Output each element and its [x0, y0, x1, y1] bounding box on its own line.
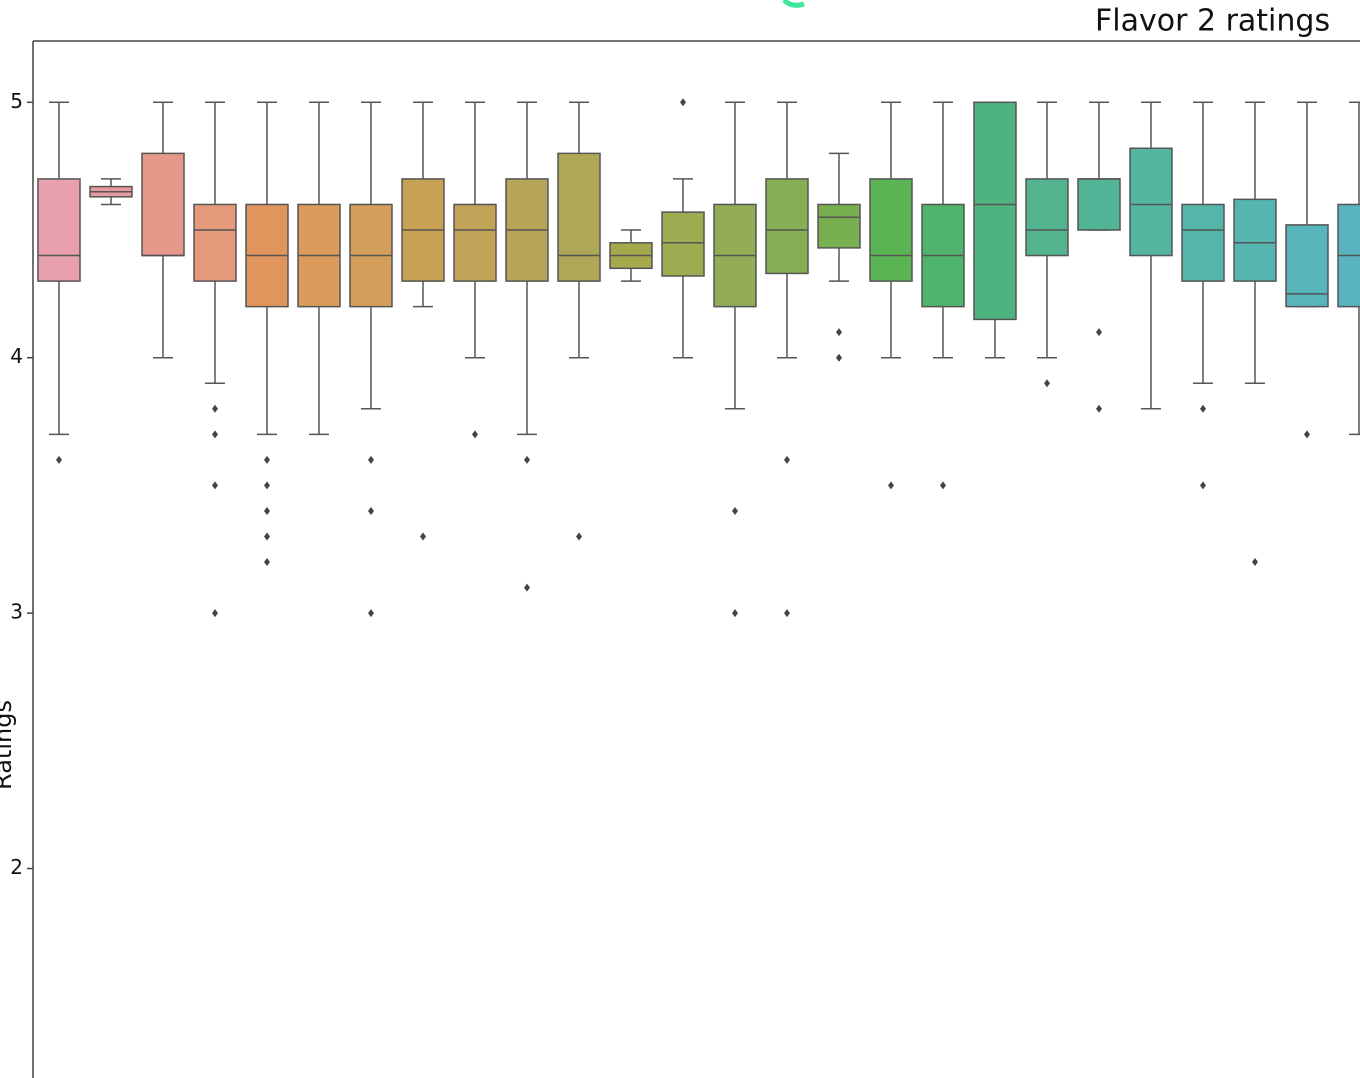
outlier [264, 532, 270, 541]
y-tick-label: 2 [10, 855, 23, 879]
outlier [368, 455, 374, 464]
outlier [212, 609, 218, 618]
chart-title: Flavor 2 ratings [1095, 4, 1330, 39]
outlier [212, 404, 218, 413]
outlier [524, 583, 530, 592]
outlier [368, 609, 374, 618]
outlier [784, 609, 790, 618]
outlier [264, 481, 270, 490]
box [1233, 198, 1277, 282]
box [453, 203, 497, 282]
outlier [1304, 430, 1310, 439]
box [193, 203, 237, 282]
y-tick-label: 3 [10, 600, 23, 624]
outlier [680, 98, 686, 107]
box [817, 203, 861, 249]
outlier [1044, 379, 1050, 388]
y-tick-label: 4 [10, 344, 23, 368]
outlier [264, 558, 270, 567]
outlier [784, 455, 790, 464]
box [141, 152, 185, 257]
box [37, 178, 81, 282]
outlier [1200, 404, 1206, 413]
outlier [732, 609, 738, 618]
outlier [836, 328, 842, 337]
y-tick-label: 5 [10, 89, 23, 113]
box [973, 101, 1017, 321]
outlier [576, 532, 582, 541]
outlier [732, 506, 738, 515]
outlier [368, 506, 374, 515]
box [1181, 203, 1225, 282]
outlier [1200, 481, 1206, 490]
box [765, 178, 809, 275]
outlier [56, 455, 62, 464]
outlier [472, 430, 478, 439]
outlier [212, 430, 218, 439]
outlier [264, 455, 270, 464]
outlier [836, 353, 842, 362]
outlier [212, 481, 218, 490]
outlier [888, 481, 894, 490]
outlier [420, 532, 426, 541]
outlier [1252, 558, 1258, 567]
outlier [1096, 404, 1102, 413]
outlier [1096, 328, 1102, 337]
box [1077, 178, 1121, 231]
box [661, 211, 705, 277]
box [869, 178, 913, 282]
decoration [782, 0, 805, 8]
outlier [524, 455, 530, 464]
box [557, 152, 601, 282]
box [1025, 178, 1069, 257]
outlier [940, 481, 946, 490]
box [1285, 224, 1329, 308]
y-axis-label: Ratings [0, 700, 17, 790]
box [1129, 147, 1173, 257]
outlier [264, 506, 270, 515]
